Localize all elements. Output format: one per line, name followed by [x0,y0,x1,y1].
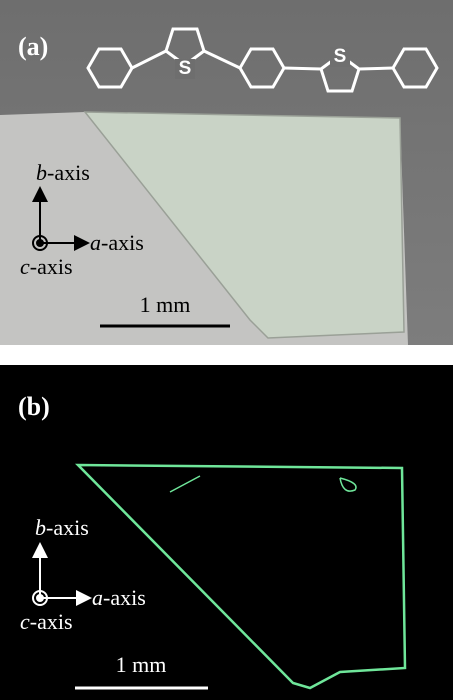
scale-label: 1 mm [116,652,167,677]
panel-a: (a) S S b-axis a-axis c-axis 1 mm [0,0,453,345]
axis-label: c-axis [20,609,73,634]
atom-label: S [179,58,192,79]
panel-b: (b) b-axis a-axis c-axis 1 mm [0,365,453,700]
panel-label: (a) [18,32,48,61]
axis-label: a-axis [90,230,144,255]
atom-label: S [334,46,347,67]
panel-label: (b) [18,392,50,421]
axis-label: b-axis [36,160,90,185]
scale-label: 1 mm [140,292,191,317]
axis-label: b-axis [35,515,89,540]
figure: (a) S S b-axis a-axis c-axis 1 mm (b) b-… [0,0,453,700]
axis-label: a-axis [92,585,146,610]
axis-label: c-axis [20,254,73,279]
